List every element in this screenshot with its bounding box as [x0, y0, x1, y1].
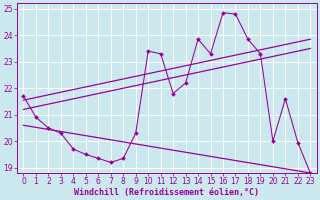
X-axis label: Windchill (Refroidissement éolien,°C): Windchill (Refroidissement éolien,°C)	[74, 188, 260, 197]
